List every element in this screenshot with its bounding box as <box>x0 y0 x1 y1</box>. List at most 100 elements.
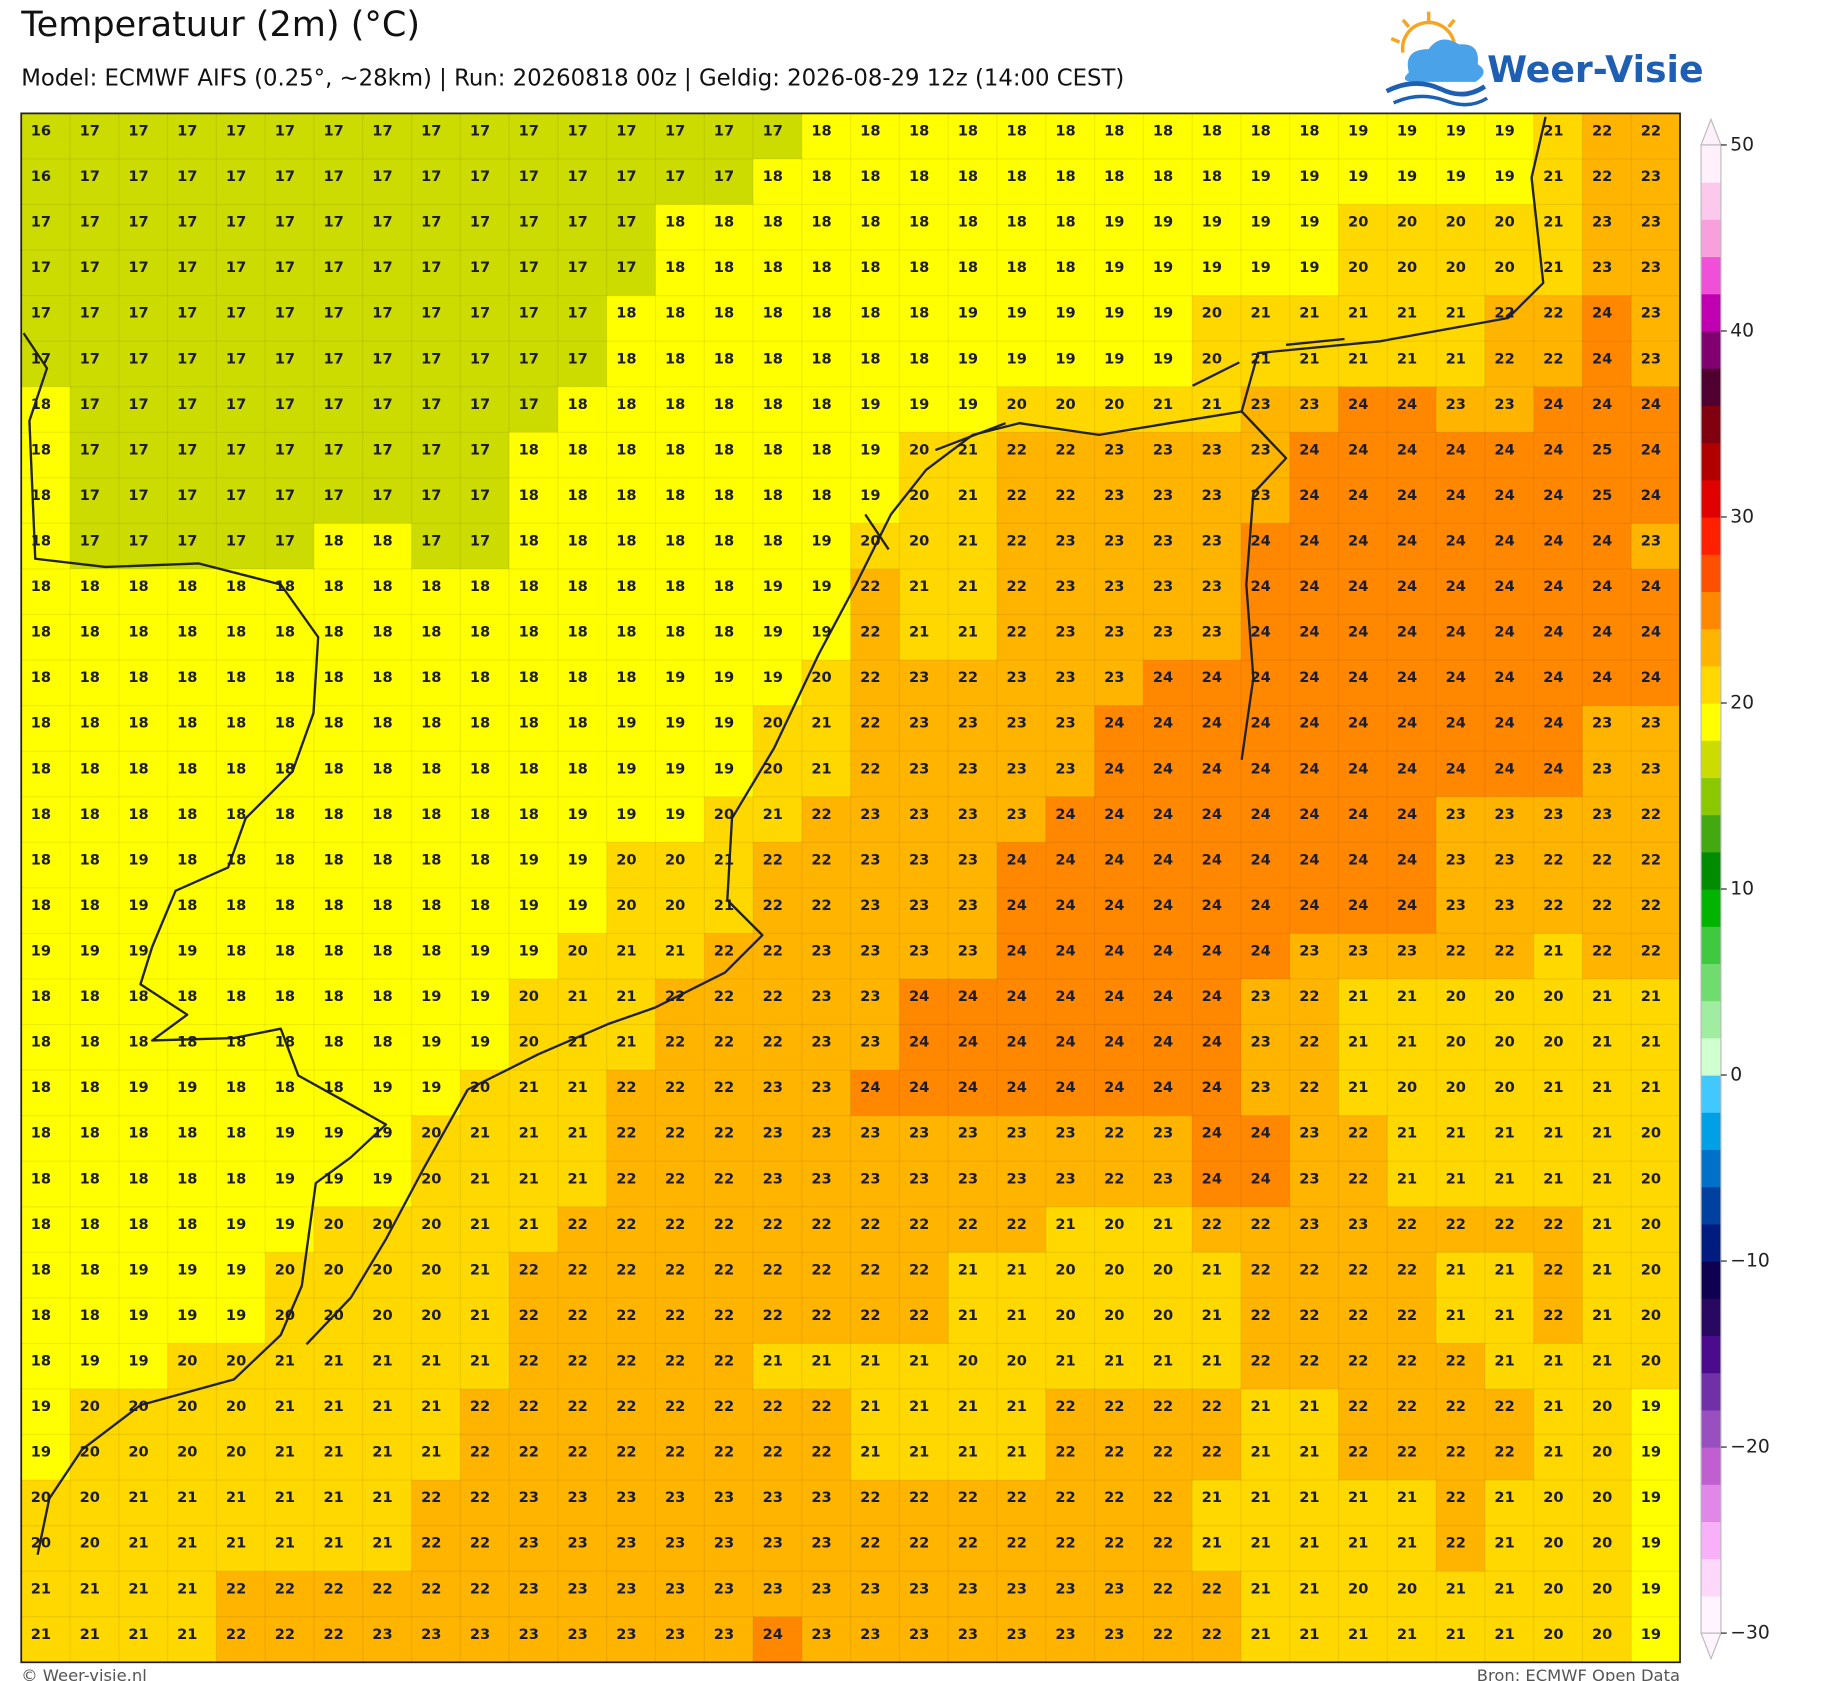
temp-value: 19 <box>1153 259 1173 276</box>
temp-value: 23 <box>1641 214 1661 231</box>
temp-value: 22 <box>714 1444 734 1461</box>
temp-value: 21 <box>1250 1398 1270 1415</box>
temp-value: 19 <box>128 1261 148 1278</box>
temp-value: 18 <box>177 624 197 641</box>
temp-cell <box>704 477 754 525</box>
temp-cell <box>996 660 1047 707</box>
temp-cell <box>411 1388 462 1436</box>
temp-value: 22 <box>860 624 880 641</box>
temp-cell <box>1436 204 1486 251</box>
temp-value: 23 <box>958 1580 978 1597</box>
temp-cell <box>850 158 901 206</box>
temp-value: 19 <box>31 1444 51 1461</box>
temp-cell <box>362 978 413 1026</box>
temp-value: 19 <box>1007 350 1027 367</box>
temp-value: 17 <box>372 441 392 458</box>
temp-cell <box>460 1252 510 1299</box>
temp-cell <box>362 1206 413 1253</box>
temp-value: 22 <box>860 715 880 732</box>
temp-cell <box>362 1616 413 1663</box>
temp-value: 21 <box>1397 305 1417 322</box>
temp-cell <box>118 1616 169 1663</box>
temp-cell <box>1143 295 1193 342</box>
temp-cell <box>1192 705 1242 752</box>
temp-cell <box>557 1571 608 1618</box>
temp-cell <box>1533 432 1584 479</box>
temp-cell <box>850 1434 901 1481</box>
temp-cell <box>509 751 559 798</box>
temp-value: 24 <box>1348 897 1368 914</box>
temp-value: 22 <box>1348 1353 1368 1370</box>
temp-cell <box>704 568 754 616</box>
temp-value: 18 <box>372 988 392 1005</box>
temp-cell <box>1484 1115 1535 1162</box>
temp-cell <box>948 1252 998 1299</box>
temp-cell <box>753 1024 803 1071</box>
temp-value: 18 <box>421 578 441 595</box>
temp-cell <box>704 1480 754 1527</box>
temp-cell <box>70 477 120 525</box>
temp-cell <box>1192 1161 1242 1208</box>
temp-value: 22 <box>860 1216 880 1233</box>
temp-cell <box>1338 796 1388 843</box>
temp-cell <box>1094 477 1145 525</box>
temp-value: 18 <box>470 669 490 686</box>
temp-cell <box>1484 887 1535 935</box>
temp-cell <box>899 1388 949 1436</box>
temp-value: 21 <box>1592 1079 1612 1096</box>
temp-value: 23 <box>616 1489 636 1506</box>
temp-cell <box>216 1434 266 1481</box>
temp-value: 18 <box>275 1079 295 1096</box>
temp-cell <box>411 295 462 342</box>
temp-value: 20 <box>421 1261 441 1278</box>
temp-value: 18 <box>958 259 978 276</box>
temp-cell <box>655 1161 705 1208</box>
temp-value: 21 <box>1348 1535 1368 1552</box>
temp-cell <box>509 1480 559 1527</box>
temp-cell <box>704 1252 754 1299</box>
temp-value: 18 <box>226 1034 246 1051</box>
temp-cell <box>1289 1434 1340 1481</box>
temp-cell <box>704 705 754 752</box>
temp-value: 20 <box>1104 1261 1124 1278</box>
temp-value: 23 <box>470 1626 490 1643</box>
temp-cell <box>313 523 364 570</box>
temp-value: 18 <box>128 806 148 823</box>
temp-cell <box>1387 1525 1437 1572</box>
temp-value: 18 <box>31 578 51 595</box>
temp-cell <box>118 1388 169 1436</box>
temp-cell <box>996 614 1047 661</box>
temp-cell <box>1045 523 1096 570</box>
temp-cell <box>948 1115 998 1162</box>
temp-value: 23 <box>1446 851 1466 868</box>
temp-value: 23 <box>958 1626 978 1643</box>
temp-value: 22 <box>1592 122 1612 139</box>
temp-value: 18 <box>177 1170 197 1187</box>
temp-cell <box>1387 477 1437 525</box>
temp-value: 18 <box>372 578 392 595</box>
temp-cell <box>362 1070 413 1117</box>
temp-cell <box>362 1343 413 1390</box>
temp-cell <box>606 523 657 570</box>
temp-cell <box>1533 660 1584 707</box>
temp-value: 20 <box>1104 1216 1124 1233</box>
temp-cell <box>216 1206 266 1253</box>
temp-value: 24 <box>1397 806 1417 823</box>
temp-value: 18 <box>714 214 734 231</box>
temp-value: 17 <box>616 168 636 185</box>
temp-value: 24 <box>1250 943 1270 960</box>
temp-value: 17 <box>372 259 392 276</box>
temp-value: 19 <box>616 715 636 732</box>
temp-cell <box>509 1616 559 1663</box>
temp-cell <box>1192 295 1242 342</box>
temp-cell <box>265 796 315 843</box>
temp-value: 18 <box>567 487 587 504</box>
temp-cell <box>1289 295 1340 342</box>
temp-cell <box>1533 204 1584 251</box>
temp-value: 22 <box>1007 578 1027 595</box>
temp-cell <box>167 204 218 251</box>
temp-cell <box>996 432 1047 479</box>
temp-cell <box>1045 1480 1096 1527</box>
temp-cell <box>1289 978 1340 1026</box>
temp-value: 20 <box>1494 1034 1514 1051</box>
